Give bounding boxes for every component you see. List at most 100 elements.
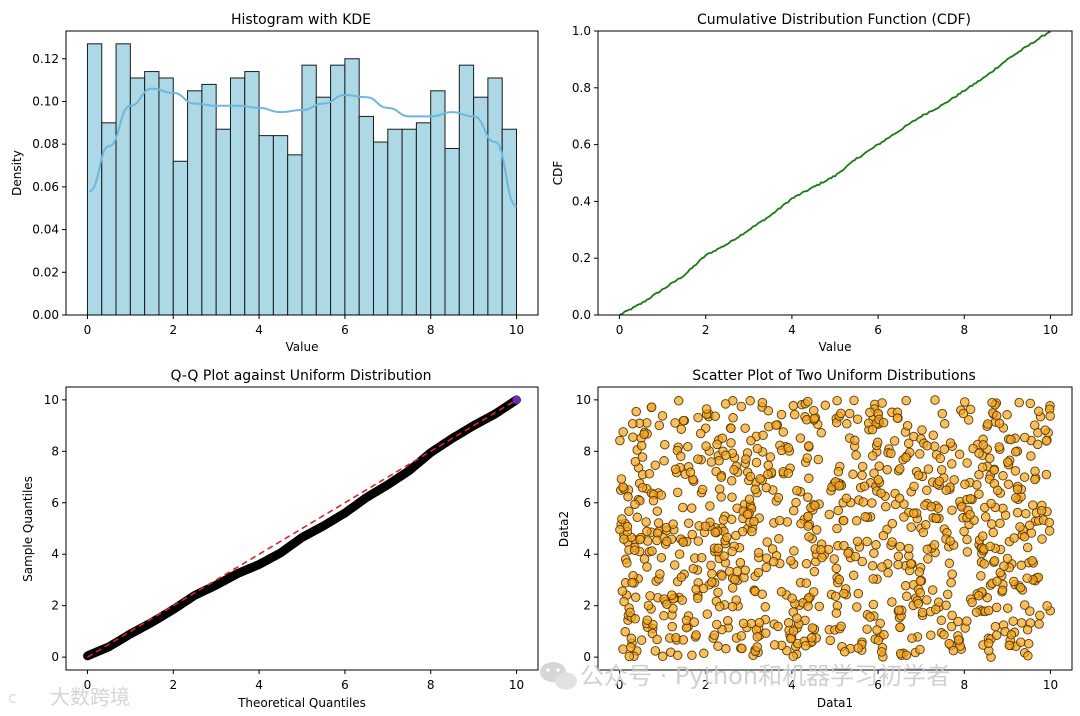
scatter-point [895,622,905,633]
y-tick-label: 0.04 [32,223,59,237]
scatter-point [965,509,975,520]
scatter-point [803,441,814,451]
scatter-point [922,441,932,451]
scatter-point [825,635,836,646]
histogram-bar [229,77,246,316]
scatter-point [669,560,680,570]
scatter-point [647,546,657,556]
scatter-point [1028,500,1038,510]
scatter-point [753,567,764,578]
histogram-bar [372,141,389,316]
scatter-point [894,493,905,504]
scatter-point [1035,610,1045,621]
x-tick-label: 8 [960,678,968,692]
histogram-ylabel: Density [10,150,24,196]
scatter-point [652,535,662,546]
scatter-point [971,607,982,617]
scatter-point [1010,447,1021,457]
scatter-point [774,534,784,544]
scatter-point [727,546,737,557]
scatter-point [865,407,875,418]
histogram-bar [187,90,203,316]
scatter-point [857,461,868,472]
scatter-point [712,619,722,630]
scatter-point [643,600,654,611]
scatter-point [999,561,1009,571]
scatter-point [693,593,703,604]
wechat-watermark: 公众号 · Python和机器学习初学者 [540,662,950,690]
scatter-point [867,561,878,571]
scatter-point [730,574,740,585]
scatter-point [860,512,871,522]
scatter-point [867,451,878,461]
scatter-point [667,590,677,600]
scatter-point [747,526,757,537]
scatter-point [735,557,746,568]
scatter-point [773,621,783,632]
scatter-point [738,618,749,629]
x-tick-label: 4 [255,323,263,337]
scatter-point [816,545,826,555]
scatter-point [617,586,628,596]
scatter-point [645,591,655,601]
scatter-point [852,602,862,612]
scatter-point [1022,542,1033,553]
scatter-point [962,534,972,545]
scatter-point [652,506,663,516]
scatter-point [848,570,859,581]
scatter-point [1037,534,1047,544]
scatter-point [676,424,687,434]
scatter-point [1008,616,1018,626]
scatter-point [761,482,772,493]
scatter-point [642,526,652,537]
scatter-point [717,433,728,444]
scatter-point [1044,526,1055,536]
scatter-point [740,423,750,433]
scatter-point [705,501,715,511]
scatter-point [765,452,776,462]
scatter-point [852,536,863,547]
scatter-point [632,512,643,523]
scatter-point [687,529,697,540]
scatter-point [1004,640,1015,651]
cdf-ylabel: CDF [551,161,565,186]
scatter-point [831,608,842,618]
scatter-point [1016,560,1027,571]
scatter-point [706,457,717,467]
scatter-point [726,476,737,486]
scatter-point [754,617,765,628]
scatter-point [874,461,884,471]
scatter-point [685,467,696,478]
scatter-point [752,642,762,652]
scatter-point [727,492,737,502]
scatter-point [986,519,997,529]
scatter-point [994,442,1004,452]
y-tick-label: 0.8 [572,81,591,95]
scatter-point [935,453,946,464]
scatter-point [683,518,694,528]
scatter-point [721,644,731,654]
cdf-y-ticks: 0.0 0.2 0.4 0.6 0.8 1.0 [572,24,598,322]
scatter-point [953,616,963,627]
scatter-point [839,647,850,657]
scatter-point [923,464,934,474]
scatter-point [687,650,697,661]
scatter-point [695,428,706,439]
scatter-point [714,601,725,612]
scatter-point [726,438,736,448]
scatter-point [893,559,903,570]
scatter-point [740,565,750,575]
x-tick-label: 2 [169,323,177,337]
scatter-point [807,623,818,633]
corner-watermark-text: 大数跨境 [50,685,130,709]
scatter-point [762,537,772,547]
scatter-point [873,475,884,485]
scatter-point [962,547,973,557]
qq-xlabel: Theoretical Quantiles [237,696,366,710]
scatter-point [1030,466,1040,476]
y-tick-label: 0.00 [32,308,59,322]
scatter-point [761,562,772,573]
scatter-point [947,610,957,621]
scatter-point [749,516,759,527]
scatter-point [901,395,911,406]
